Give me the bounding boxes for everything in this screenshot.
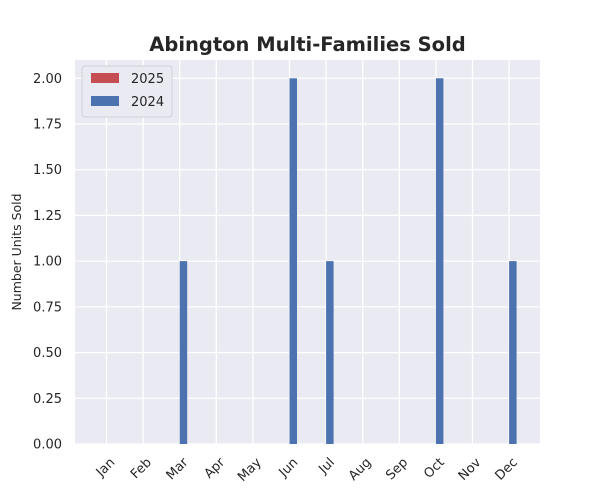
legend-swatch-2024 [91, 96, 119, 106]
y-tick-label: 1.00 [33, 255, 62, 270]
bar-2024-jul [326, 261, 334, 444]
bar-2024-mar [179, 261, 188, 444]
legend-label-2025: 2025 [131, 72, 164, 87]
x-tick-label: Mar [164, 455, 192, 483]
y-axis-label: Number Units Sold [9, 193, 24, 310]
x-tick-label: Aug [346, 455, 375, 484]
x-tick-label: Dec [493, 455, 521, 483]
legend-swatch-2025 [91, 73, 119, 83]
x-tick-label: Jul [316, 455, 338, 477]
bar-2024-jun [289, 78, 297, 445]
y-tick-label: 0.50 [33, 346, 62, 361]
x-tick-label: Nov [456, 455, 485, 484]
y-axis-ticks: 0.00 0.25 0.50 0.75 1.00 1.25 1.50 1.75 2.00 [33, 72, 62, 453]
legend: 2025 2024 [81, 65, 173, 118]
y-tick-label: 1.50 [33, 163, 62, 178]
bar-2024-dec [509, 261, 517, 444]
x-tick-label: May [235, 455, 265, 485]
grid-lines [75, 60, 540, 445]
x-axis-ticks: Jan Feb Mar Apr May Jun Jul Aug Sep Oct Nov Dec [93, 455, 521, 485]
bars [179, 78, 517, 445]
x-tick-label: Sep [383, 455, 411, 483]
y-tick-label: 1.75 [33, 118, 62, 133]
bar-2024-oct [435, 78, 444, 445]
x-tick-label: Jan [93, 455, 118, 480]
x-tick-label: Oct [421, 455, 448, 482]
x-tick-label: Jun [276, 455, 302, 481]
x-tick-label: Apr [202, 455, 229, 482]
y-tick-label: 2.00 [33, 72, 62, 87]
y-tick-label: 0.75 [33, 300, 62, 315]
chart-title: Abington Multi-Families Sold [149, 33, 465, 56]
y-tick-label: 0.25 [33, 392, 62, 407]
y-tick-label: 1.25 [33, 209, 62, 224]
plot-area [75, 60, 540, 444]
x-tick-label: Feb [128, 455, 155, 482]
legend-label-2024: 2024 [131, 95, 164, 110]
y-tick-label: 0.00 [33, 438, 62, 453]
